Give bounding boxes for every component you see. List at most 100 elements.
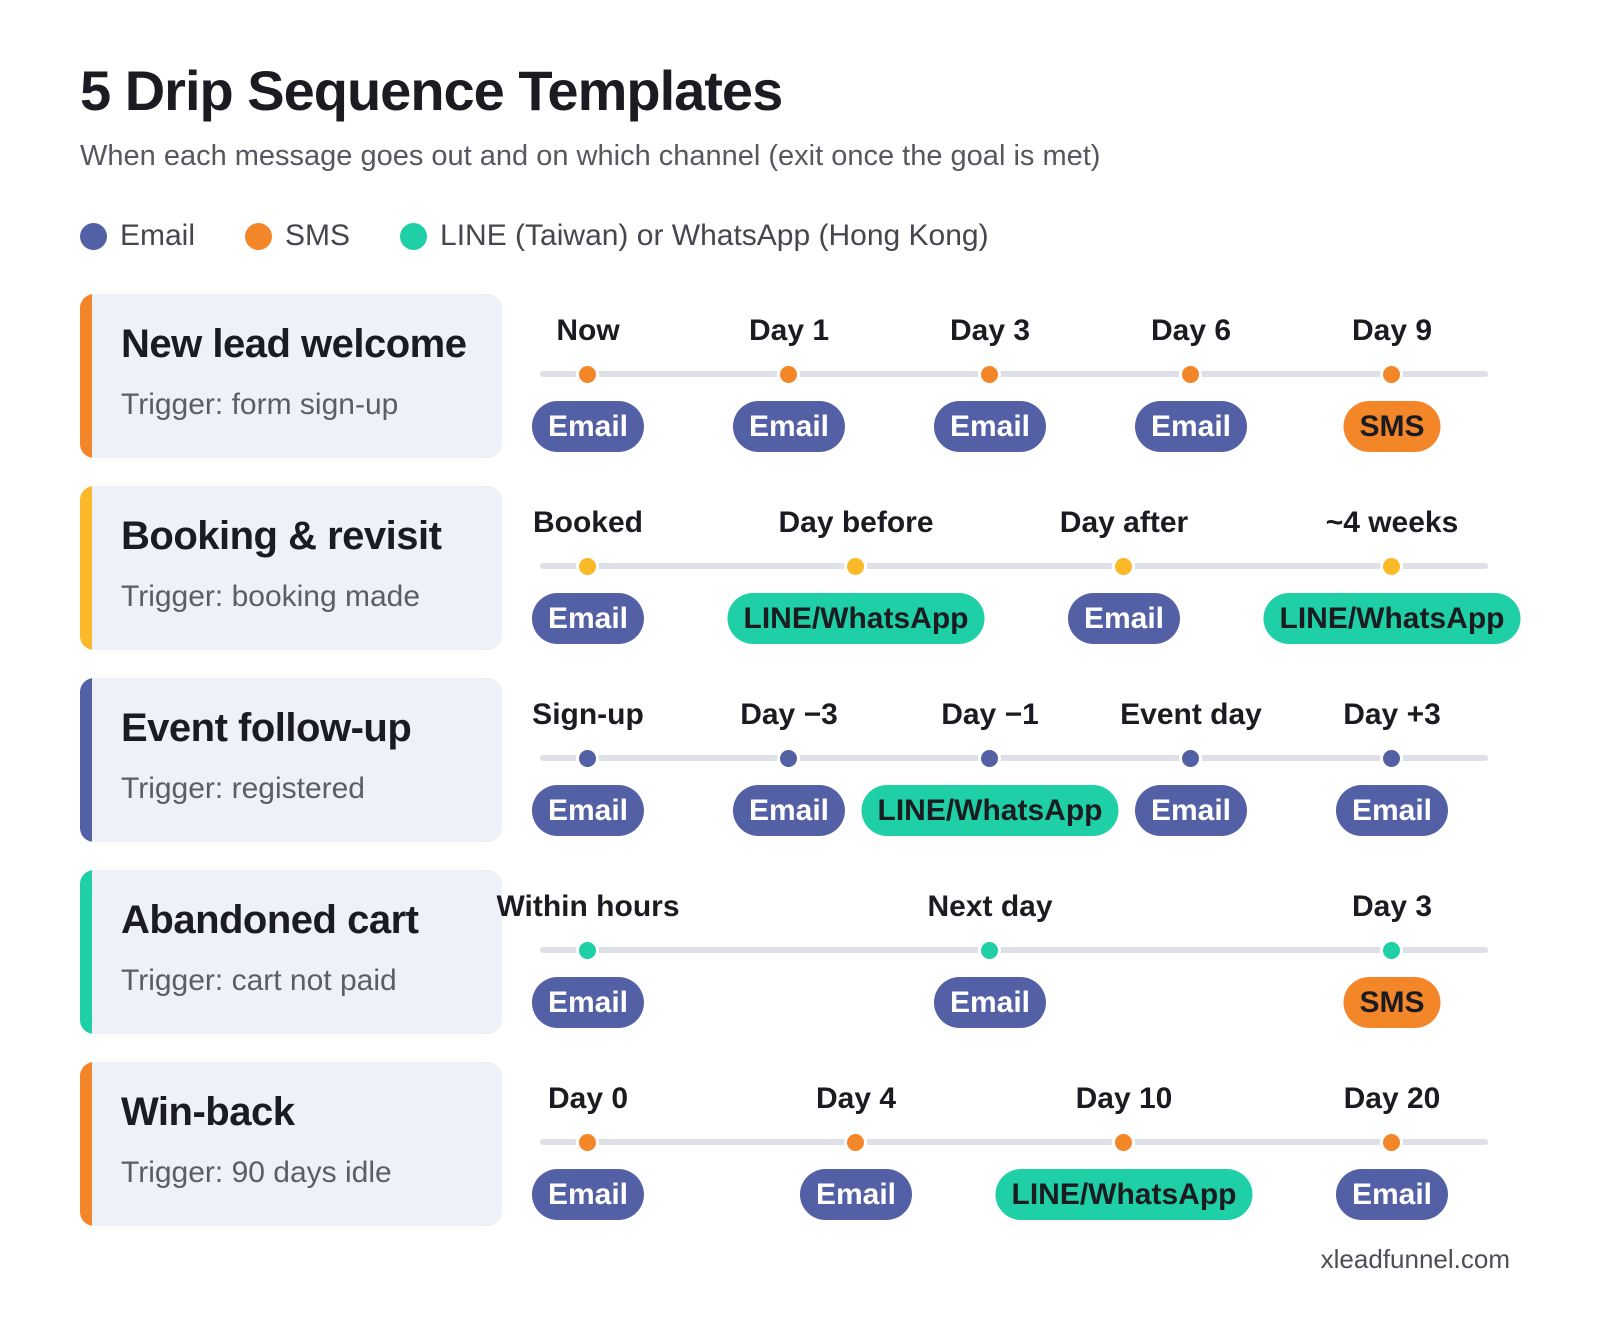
sequence-accent-bar	[80, 294, 92, 458]
page-title: 5 Drip Sequence Templates	[80, 59, 783, 122]
timeline-track	[540, 563, 1488, 569]
sequence-name: Win-back	[121, 1090, 295, 1134]
timeline-track	[540, 371, 1488, 377]
channel-pill-email: Email	[1335, 785, 1449, 836]
sequence-name: Event follow-up	[121, 706, 412, 750]
step-timing-label: Day 10	[1075, 1082, 1173, 1115]
timeline-track	[540, 947, 1488, 953]
step-marker-dot	[1380, 555, 1403, 578]
channel-pill-sms: SMS	[1343, 977, 1441, 1028]
sequence-trigger: Trigger: 90 days idle	[121, 1156, 392, 1189]
step-marker-dot	[1112, 555, 1135, 578]
sequence-row-win-back: Win-back Trigger: 90 days idle Day 0 Email D…	[80, 1062, 1560, 1226]
step-marker-dot	[777, 363, 800, 386]
step-timing-label: Sign-up	[532, 698, 644, 731]
sequence-row-new-lead-welcome: New lead welcome Trigger: form sign-up Now…	[80, 294, 1560, 458]
step-marker-dot	[1179, 363, 1202, 386]
step-marker-dot	[844, 555, 867, 578]
step-marker-dot	[844, 1131, 867, 1154]
channel-legend: Email SMS LINE (Taiwan) or WhatsApp (Hon…	[80, 216, 1039, 256]
sequence-name: New lead welcome	[121, 322, 467, 366]
sequence-accent-bar	[80, 1062, 92, 1226]
sequence-accent-bar	[80, 678, 92, 842]
channel-pill-line: LINE/WhatsApp	[861, 785, 1119, 836]
step-marker-dot	[777, 747, 800, 770]
channel-pill-email: Email	[531, 401, 645, 452]
sequence-row-abandoned-cart: Abandoned cart Trigger: cart not paid With…	[80, 870, 1560, 1034]
legend-label-email: Email	[120, 219, 196, 252]
channel-pill-email: Email	[531, 785, 645, 836]
step-timing-label: Day 1	[748, 314, 830, 347]
step-timing-label: Day −1	[941, 698, 1039, 731]
channel-pill-email: Email	[732, 785, 846, 836]
sequence-card: Win-back Trigger: 90 days idle	[80, 1062, 502, 1226]
legend-swatch-email	[80, 222, 107, 250]
legend-item-email: Email	[80, 219, 195, 253]
sequence-trigger: Trigger: cart not paid	[121, 964, 397, 997]
channel-pill-email: Email	[933, 977, 1047, 1028]
step-timing-label: Day after	[1059, 506, 1189, 539]
channel-pill-email: Email	[732, 401, 846, 452]
legend-swatch-line-whatsapp	[400, 222, 428, 250]
page-subtitle: When each message goes out and on which …	[80, 140, 1101, 172]
channel-pill-email: Email	[1134, 401, 1248, 452]
step-marker-dot	[1380, 939, 1403, 962]
sequence-trigger: Trigger: booking made	[121, 580, 421, 613]
sequence-trigger: Trigger: form sign-up	[121, 388, 399, 421]
step-marker-dot	[576, 363, 599, 386]
channel-pill-email: Email	[933, 401, 1047, 452]
sequence-row-booking-revisit: Booking & revisit Trigger: booking made Bo…	[80, 486, 1560, 650]
channel-pill-email: Email	[531, 593, 645, 644]
step-timing-label: Booked	[532, 506, 644, 539]
step-timing-label: ~4 weeks	[1325, 506, 1459, 539]
sequence-accent-bar	[80, 870, 92, 1034]
step-timing-label: Next day	[927, 890, 1053, 923]
timeline-track	[540, 1139, 1488, 1145]
channel-pill-email: Email	[1335, 1169, 1449, 1220]
sequence-card: Booking & revisit Trigger: booking made	[80, 486, 502, 650]
channel-pill-line: LINE/WhatsApp	[727, 593, 985, 644]
legend-label-line-whatsapp: LINE (Taiwan) or WhatsApp (Hong Kong)	[440, 219, 989, 252]
sequence-card: New lead welcome Trigger: form sign-up	[80, 294, 502, 458]
sequence-name: Abandoned cart	[121, 898, 419, 942]
legend-item-sms: SMS	[245, 219, 350, 253]
legend-label-sms: SMS	[285, 219, 351, 252]
step-timing-label: Day 9	[1351, 314, 1433, 347]
channel-pill-email: Email	[1134, 785, 1248, 836]
step-marker-dot	[576, 939, 599, 962]
sequence-accent-bar	[80, 486, 92, 650]
step-timing-label: Day +3	[1343, 698, 1441, 731]
step-timing-label: Day before	[778, 506, 934, 539]
step-marker-dot	[978, 939, 1001, 962]
timeline-track	[540, 755, 1488, 761]
step-timing-label: Within hours	[496, 890, 680, 923]
step-marker-dot	[1380, 1131, 1403, 1154]
sequence-row-event-follow-up: Event follow-up Trigger: registered Sign-u…	[80, 678, 1560, 842]
step-marker-dot	[1380, 363, 1403, 386]
step-timing-label: Day 3	[949, 314, 1031, 347]
step-marker-dot	[978, 747, 1001, 770]
step-timing-label: Day 3	[1351, 890, 1433, 923]
channel-pill-email: Email	[531, 977, 645, 1028]
channel-pill-email: Email	[531, 1169, 645, 1220]
step-timing-label: Day 4	[815, 1082, 897, 1115]
step-marker-dot	[1112, 1131, 1135, 1154]
sequence-trigger: Trigger: registered	[121, 772, 365, 805]
sequence-card: Abandoned cart Trigger: cart not paid	[80, 870, 502, 1034]
channel-pill-line: LINE/WhatsApp	[1263, 593, 1521, 644]
step-timing-label: Day 6	[1150, 314, 1232, 347]
channel-pill-sms: SMS	[1343, 401, 1441, 452]
step-timing-label: Day 20	[1343, 1082, 1441, 1115]
step-marker-dot	[576, 1131, 599, 1154]
channel-pill-email: Email	[799, 1169, 913, 1220]
step-marker-dot	[576, 747, 599, 770]
step-marker-dot	[1380, 747, 1403, 770]
footer-source: xleadfunnel.com	[1320, 1244, 1510, 1274]
step-timing-label: Event day	[1120, 698, 1262, 731]
channel-pill-email: Email	[1067, 593, 1181, 644]
step-marker-dot	[1179, 747, 1202, 770]
sequence-card: Event follow-up Trigger: registered	[80, 678, 502, 842]
step-timing-label: Day 0	[547, 1082, 629, 1115]
step-marker-dot	[576, 555, 599, 578]
step-timing-label: Day −3	[740, 698, 838, 731]
